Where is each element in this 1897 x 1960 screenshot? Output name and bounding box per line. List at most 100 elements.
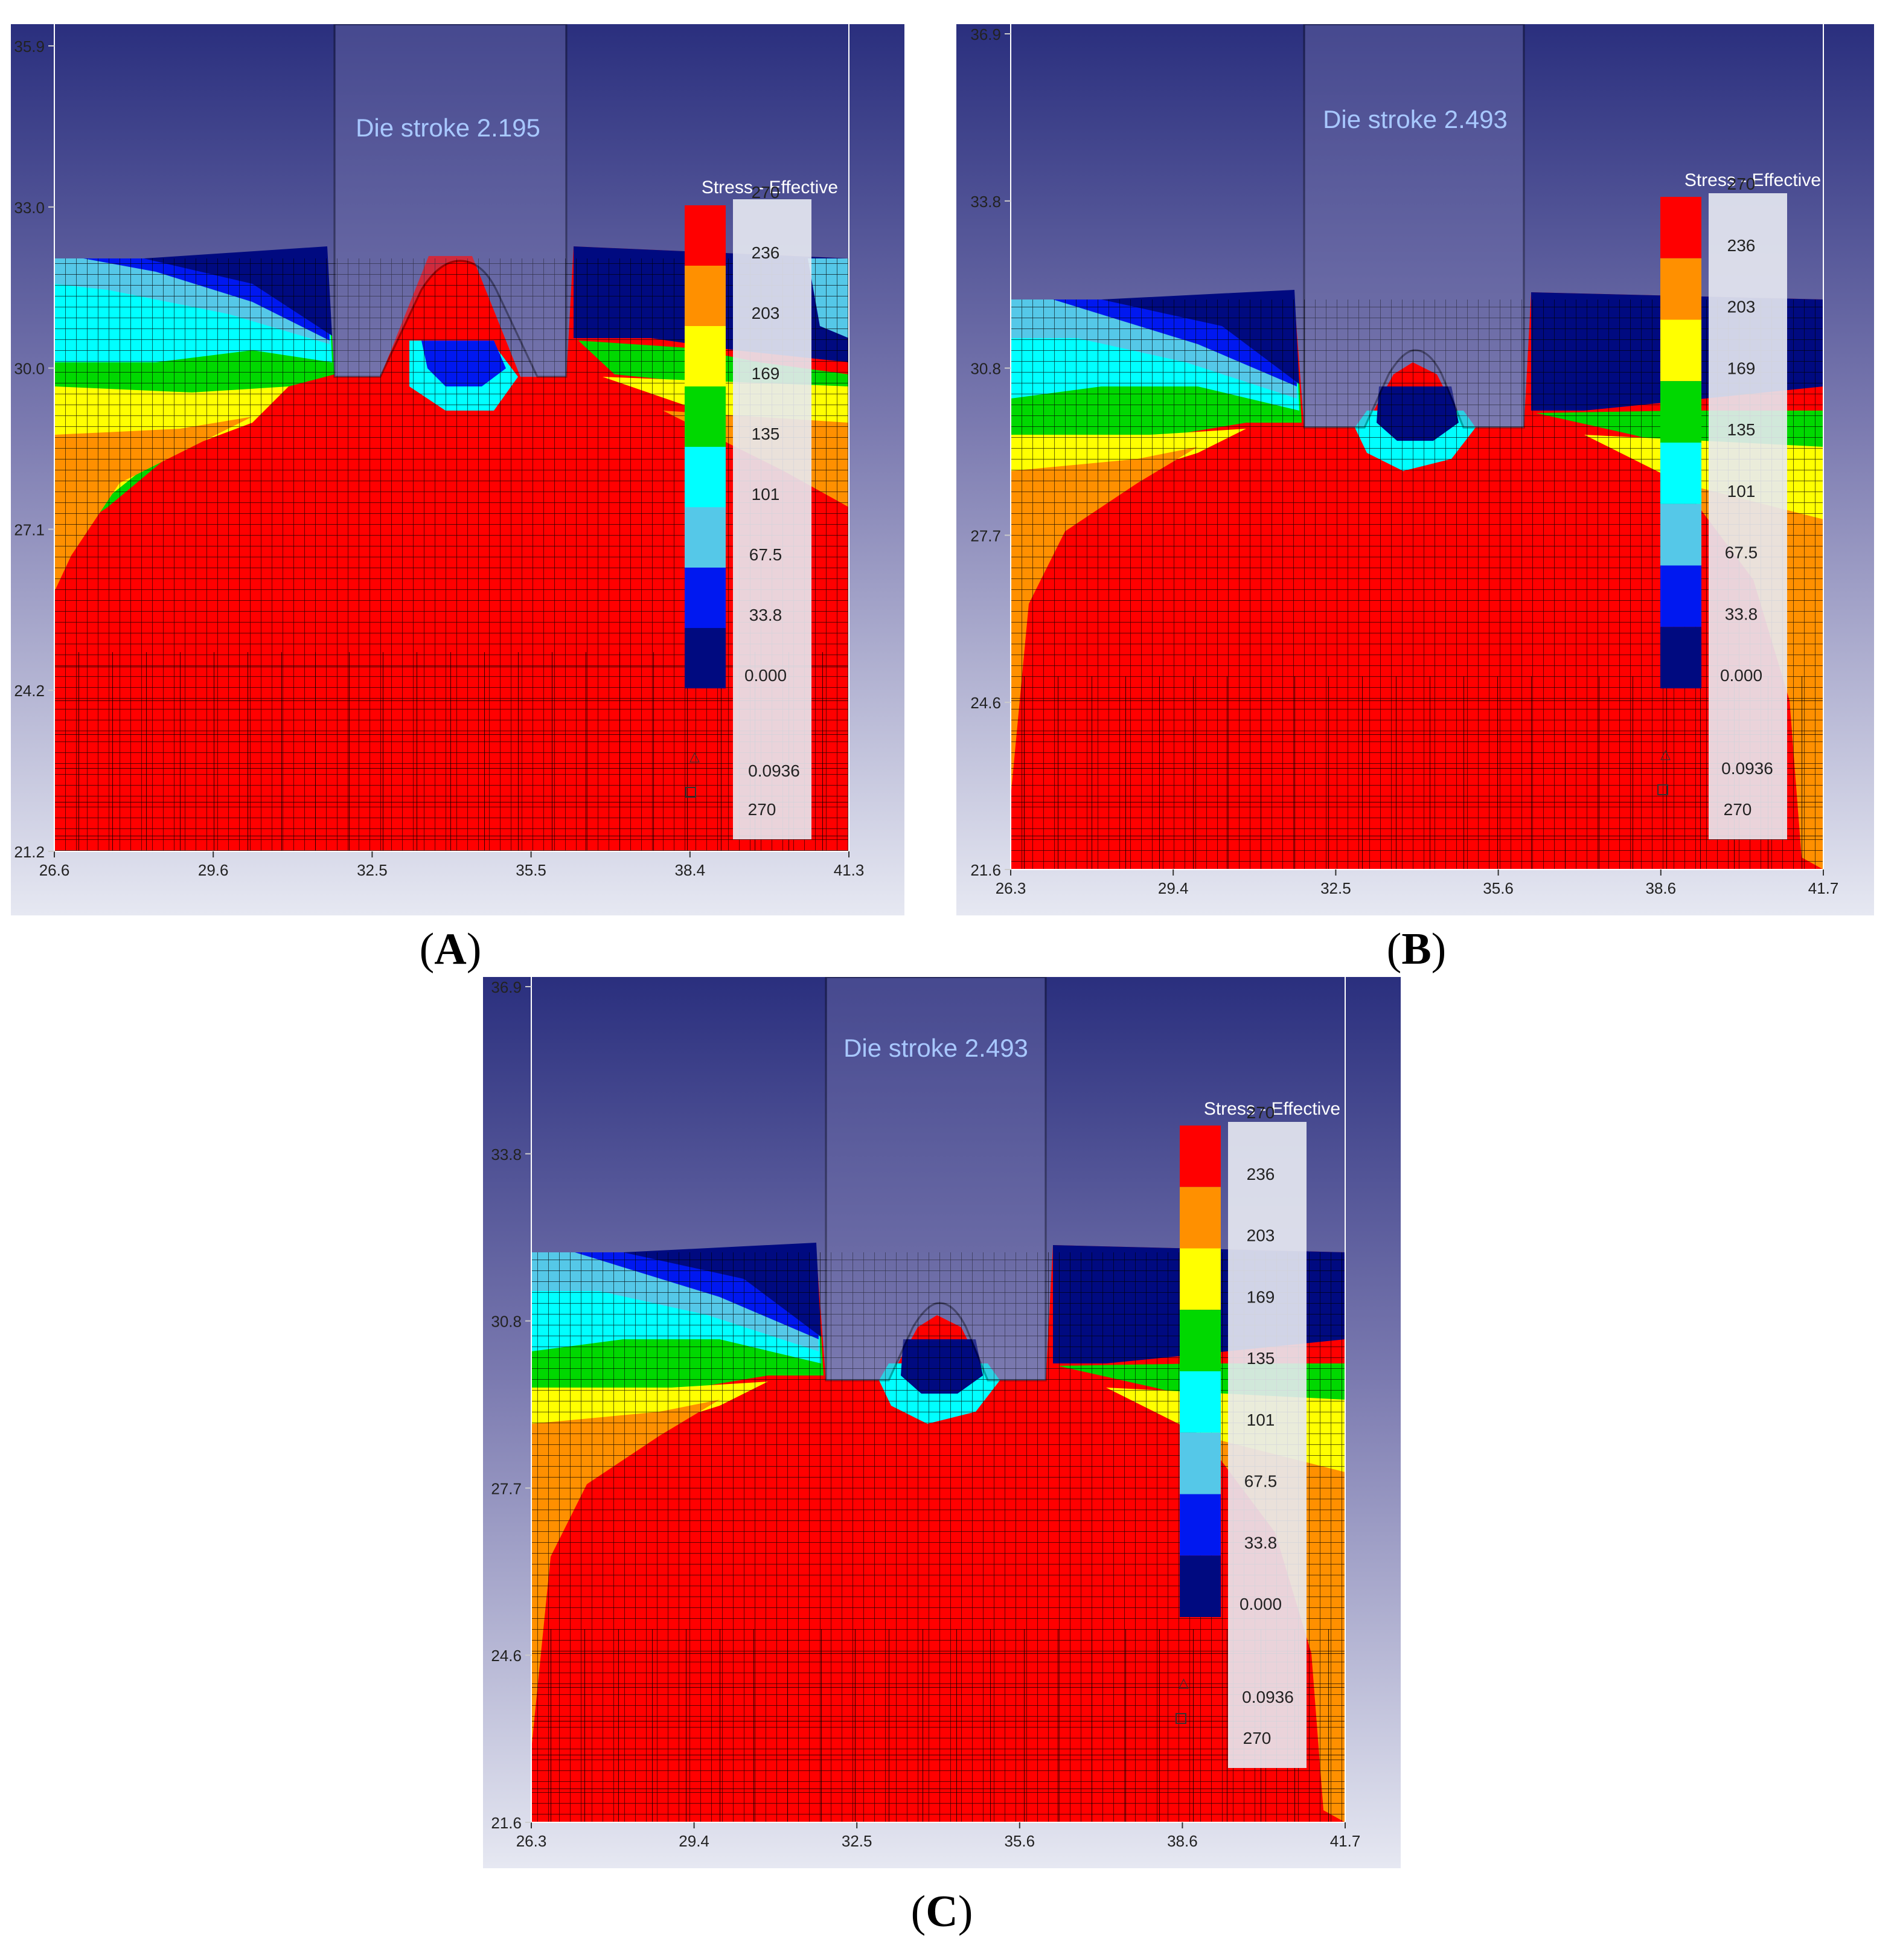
y-tick-label: 21.2 [14,843,45,861]
legend-value: 101 [1247,1411,1275,1429]
die [1303,24,1525,429]
x-tick-label: 32.5 [357,861,388,879]
legend-value: 203 [1727,298,1756,316]
y-tick-label: 27.7 [491,1479,522,1497]
legend-value: 33.8 [1244,1533,1278,1552]
die-stroke-label: Die stroke 2.493 [1323,105,1508,133]
stress-legend: Stress - Effective 270 236 203 169 135 101 67.… [1657,170,1821,839]
y-tick-label: 36.9 [970,25,1001,43]
legend-band [685,205,726,266]
x-tick-label: 29.6 [198,861,229,879]
legend-value: 135 [1727,420,1756,439]
legend-band [1180,1371,1221,1433]
legend-band [685,628,726,688]
x-tick-label: 26.6 [39,861,70,879]
legend-band [685,507,726,568]
x-tick-label: 29.4 [1158,879,1189,897]
y-tick-label: 33.8 [970,193,1001,211]
x-tick-label: 38.6 [1645,879,1676,897]
legend-max-value: 270 [1724,800,1752,819]
legend-value: 169 [1727,359,1756,377]
legend-band [685,568,726,628]
legend-value: 135 [752,424,780,443]
legend-value: 135 [1247,1349,1275,1368]
axes: 26.3 29.4 32.5 35.6 38.6 41.7 36.9 33.8 30.8 27.7… [970,24,1838,897]
legend-value: 169 [1247,1287,1275,1306]
die-stroke-label: Die stroke 2.195 [356,114,540,142]
legend-value: 67.5 [749,545,782,564]
legend-value: 270 [1247,1103,1275,1122]
legend-band [1180,1555,1221,1617]
legend-value: 270 [1727,175,1756,193]
legend-value: 236 [1247,1165,1275,1183]
x-tick-label: 26.3 [996,879,1026,897]
legend-band [1180,1310,1221,1371]
legend-band [1660,504,1701,566]
x-tick-label: 35.6 [1483,879,1514,897]
legend-value: 33.8 [1725,604,1758,623]
min-marker-icon: △ [1179,1675,1189,1690]
x-tick-label: 41.7 [1330,1832,1361,1850]
y-tick-label: 27.7 [970,527,1001,545]
workpiece-mesh [54,246,849,851]
legend-value: 203 [752,304,780,322]
legend-band [685,447,726,507]
x-tick-label: 32.5 [1320,879,1351,897]
fem-plot-a: Die stroke 2.195 Stress - Effective 270 2… [11,24,904,915]
legend-band [1180,1187,1221,1249]
y-tick-label: 33.0 [14,199,45,217]
legend-value: 101 [752,485,780,504]
legend-band [1660,627,1701,688]
x-tick-label: 26.3 [516,1832,547,1850]
legend-value: 67.5 [1725,543,1758,562]
caption-c: (C) [910,1887,973,1936]
x-tick-label: 35.5 [516,861,546,879]
legend-value: 67.5 [1244,1472,1278,1491]
legend-band [1180,1494,1221,1556]
max-marker-icon [1176,1713,1186,1724]
y-tick-label: 27.1 [14,520,45,539]
legend-value: 203 [1247,1226,1275,1245]
fem-plot-c: Die stroke 2.493 Stress - Effective 2702… [483,977,1401,1868]
legend-value: 236 [1727,236,1756,255]
y-tick-label: 21.6 [491,1814,522,1832]
legend-band [1180,1248,1221,1310]
legend-band [1660,319,1701,382]
legend-band [1660,565,1701,627]
legend-band [1180,1126,1221,1187]
simulation-panel-c: Die stroke 2.493 Stress - Effective 270 2… [483,977,1401,1868]
legend-band [685,266,726,326]
x-tick-label: 41.7 [1808,879,1839,897]
legend-value: 236 [752,243,780,262]
y-tick-label: 36.9 [491,978,522,996]
legend-band [685,386,726,447]
max-marker-icon [685,787,696,798]
simulation-panel-b: Die stroke 2.493 Stress - Effective 270 2… [956,24,1874,915]
legend-max-value: 270 [1243,1729,1272,1747]
legend-max-value: 270 [748,800,776,819]
legend-value: 0.000 [1240,1595,1282,1613]
x-tick-label: 32.5 [842,1832,872,1850]
axes: 26.3 29.4 32.5 35.6 38.6 41.7 36.9 33.8 30.8 27.7… [491,977,1360,1850]
y-tick-label: 30.8 [970,360,1001,378]
y-tick-label: 30.8 [491,1313,522,1331]
legend-min-value: 0.0936 [1242,1688,1294,1706]
max-marker-icon [1657,784,1668,795]
stress-legend: Stress - Effective 270 236 203 169 135 101 67.… [1176,1099,1340,1768]
x-tick-label: 38.6 [1167,1832,1198,1850]
workpiece-mesh [1011,290,1823,870]
legend-value: 169 [752,364,780,383]
simulation-panel-a: Die stroke 2.195 Stress - Effective 270 2… [11,24,904,915]
y-tick-label: 24.2 [14,682,45,700]
stress-legend: Stress - Effective 270 236 203 169 135 101 67.… [685,178,838,839]
legend-title: Stress - Effective [1204,1099,1340,1119]
legend-min-value: 0.0936 [748,761,800,780]
min-marker-icon: △ [1660,746,1671,761]
x-tick-label: 41.3 [834,861,865,879]
x-tick-label: 35.6 [1004,1832,1035,1850]
legend-title: Stress - Effective [702,178,838,197]
workpiece-mesh [531,1243,1345,1822]
y-tick-label: 21.6 [970,861,1001,879]
x-tick-label: 29.4 [679,1832,709,1850]
legend-value: 0.000 [744,666,787,685]
